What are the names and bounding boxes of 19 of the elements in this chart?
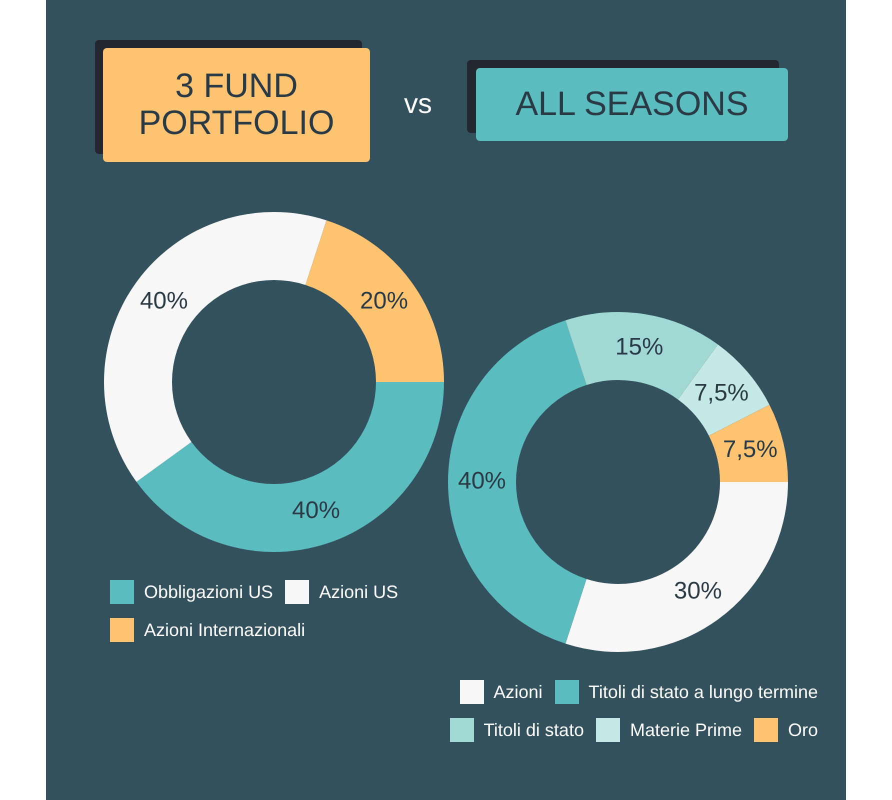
legend-label: Obbligazioni US <box>144 582 274 602</box>
data-label: 15% <box>615 333 664 360</box>
legend-label: Azioni <box>494 682 543 702</box>
legend-label: Oro <box>788 720 818 740</box>
legend-label: Titoli di stato a lungo termine <box>588 682 818 702</box>
text: vs <box>404 88 432 120</box>
legend-label: Materie Prime <box>630 720 742 740</box>
data-label: 20% <box>360 288 408 315</box>
legend-label: Azioni Internazionali <box>144 620 306 640</box>
data-label: 40% <box>140 288 188 315</box>
data-label: 7,5% <box>722 436 778 463</box>
legend-label: Titoli di stato <box>484 720 584 740</box>
data-label: 40% <box>458 468 506 495</box>
legend-label: Azioni US <box>319 582 398 602</box>
chart-title: ALL SEASONS <box>476 68 788 141</box>
data-label: 7,5% <box>694 379 749 406</box>
chart-title: 3 FUND PORTFOLIO <box>103 48 370 162</box>
data-label: 40% <box>292 496 340 524</box>
data-label: 30% <box>674 578 722 605</box>
